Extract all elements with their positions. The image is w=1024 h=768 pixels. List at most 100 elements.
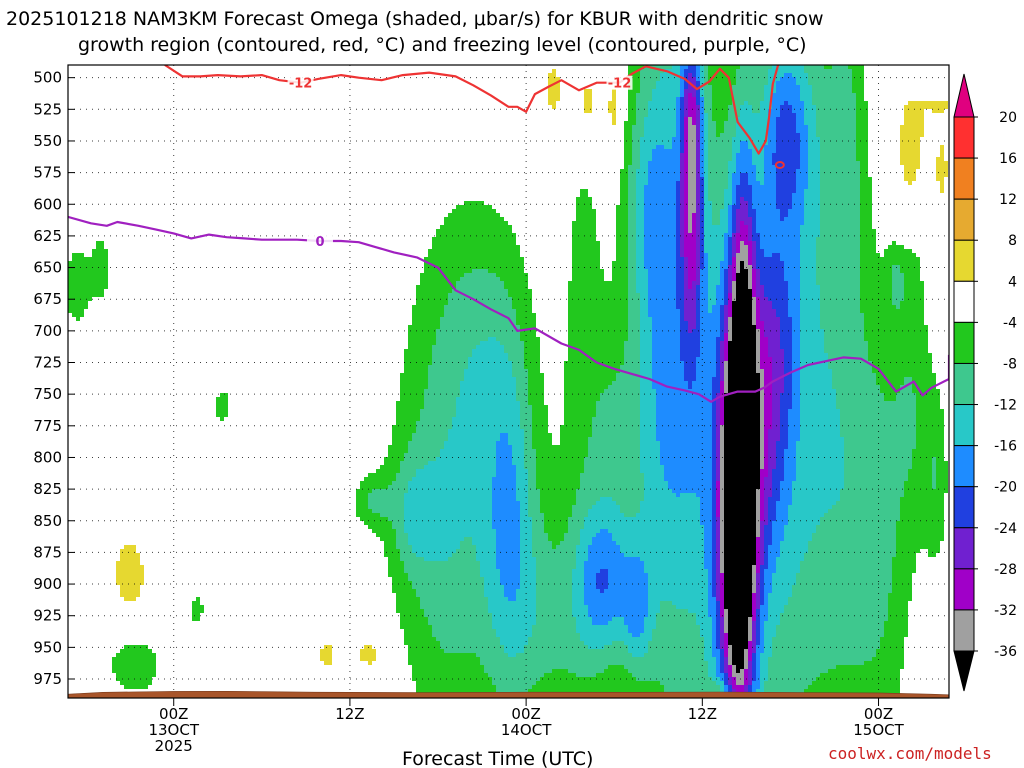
omega-cell <box>728 289 732 293</box>
omega-cell <box>756 533 760 537</box>
omega-cell <box>716 301 724 305</box>
omega-cell <box>756 257 780 261</box>
omega-cell <box>624 665 708 669</box>
omega-cell <box>656 413 712 417</box>
omega-cell <box>752 261 756 265</box>
omega-cell <box>716 585 720 589</box>
omega-cell <box>528 637 580 641</box>
omega-cell <box>764 561 768 565</box>
omega-cell <box>624 357 640 361</box>
omega-cell <box>732 249 736 253</box>
omega-cell <box>760 337 768 341</box>
omega-cell <box>720 625 724 629</box>
omega-cell <box>792 493 840 497</box>
omega-cell <box>804 557 892 561</box>
omega-cell <box>648 105 676 109</box>
omega-cell <box>612 497 644 501</box>
omega-cell <box>864 333 928 337</box>
omega-cell <box>712 641 716 645</box>
omega-cell <box>484 669 552 673</box>
omega-cell <box>756 317 760 321</box>
omega-cell <box>400 469 416 473</box>
omega-cell <box>496 529 520 533</box>
omega-cell <box>776 457 784 461</box>
omega-cell <box>604 645 628 649</box>
omega-cell <box>696 209 700 213</box>
omega-cell <box>536 469 584 473</box>
omega-cell <box>432 633 496 637</box>
omega-cell <box>856 93 864 97</box>
omega-cell <box>620 197 628 201</box>
omega-cell <box>780 617 888 621</box>
omega-cell <box>632 149 640 153</box>
omega-cell <box>616 373 640 377</box>
omega-cell <box>528 393 544 397</box>
omega-cell <box>416 689 496 693</box>
omega-cell <box>640 453 660 457</box>
omega-cell <box>684 213 688 217</box>
omega-cell <box>696 233 700 237</box>
omega-cell <box>748 641 752 645</box>
omega-cell <box>700 113 704 117</box>
omega-cell <box>644 189 676 193</box>
omega-cell <box>772 473 784 477</box>
omega-cell <box>516 489 528 493</box>
y-tick-label: 500 <box>33 69 62 87</box>
omega-cell <box>764 593 768 597</box>
omega-cell <box>732 221 736 225</box>
omega-cell <box>732 673 744 677</box>
omega-cell <box>568 293 628 297</box>
omega-cell <box>752 297 756 301</box>
omega-cell <box>712 521 716 525</box>
omega-cell <box>704 541 712 545</box>
omega-cell <box>516 381 528 385</box>
omega-cell <box>568 281 628 285</box>
omega-cell <box>756 341 760 345</box>
colorbar-label: -20 <box>994 480 1017 496</box>
omega-cell <box>732 197 736 201</box>
omega-cell <box>776 509 788 513</box>
omega-cell <box>756 165 764 169</box>
omega-cell <box>640 505 700 509</box>
omega-cell <box>940 153 944 157</box>
omega-cell <box>712 433 716 437</box>
omega-cell <box>700 345 716 349</box>
omega-cell <box>764 649 772 653</box>
omega-cell <box>404 513 492 517</box>
omega-cell <box>800 309 820 313</box>
omega-cell <box>760 601 764 605</box>
omega-cell <box>564 401 596 405</box>
omega-cell <box>724 521 756 525</box>
omega-cell <box>580 533 596 537</box>
omega-cell <box>748 661 752 665</box>
omega-cell <box>716 665 720 669</box>
omega-cell <box>796 473 844 477</box>
omega-cell <box>392 441 408 445</box>
omega-cell <box>732 293 736 297</box>
omega-cell <box>652 637 704 641</box>
omega-cell <box>652 357 680 361</box>
credit-text: coolwx.com/models <box>828 744 992 763</box>
omega-cell <box>416 289 452 293</box>
omega-cell <box>640 357 652 361</box>
omega-cell <box>568 317 628 321</box>
omega-cell <box>648 597 708 601</box>
omega-cell <box>720 633 724 637</box>
omega-cell <box>644 229 676 233</box>
omega-cell <box>764 621 780 625</box>
omega-cell <box>764 569 776 573</box>
omega-cell <box>432 625 492 629</box>
omega-cell <box>744 673 748 677</box>
omega-cell <box>636 269 648 273</box>
omega-cell <box>860 281 892 285</box>
omega-cell <box>820 137 856 141</box>
omega-cell <box>928 553 936 557</box>
omega-cell <box>760 425 764 429</box>
omega-cell <box>564 421 592 425</box>
omega-cell <box>688 609 708 613</box>
omega-cell <box>684 105 688 109</box>
omega-cell <box>748 237 752 241</box>
omega-cell <box>576 205 592 209</box>
omega-cell <box>764 377 772 381</box>
omega-cell <box>704 217 712 221</box>
